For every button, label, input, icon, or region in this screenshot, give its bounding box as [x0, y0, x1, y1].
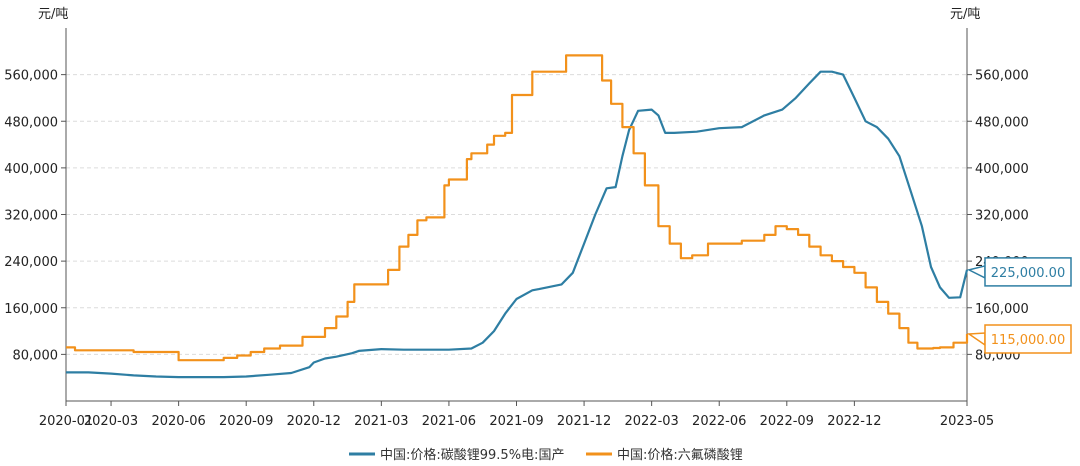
y-tick-label-left: 160,000	[4, 302, 58, 317]
legend-label-2: 中国:价格:六氟磷酸锂	[617, 447, 743, 463]
x-tick-label: 2021-12	[557, 414, 611, 429]
y-axis-left-ticks: 80,000 160,000 240,000 320,000 400,000 480,00…	[4, 69, 66, 363]
y-tick-label-right: 320,000	[975, 209, 1029, 224]
series-lines	[66, 54, 969, 379]
x-tick-label: 2020-12	[287, 414, 341, 429]
callout-value-1: 225,000.00	[991, 266, 1065, 281]
left-axis-unit: 元/吨	[38, 7, 68, 22]
y-tick-label-left: 320,000	[4, 209, 58, 224]
x-tick-label: 2022-12	[827, 414, 881, 429]
x-tick-label: 2021-06	[422, 414, 476, 429]
x-tick-label: 2020-01	[39, 414, 93, 429]
y-axis-right-ticks: 80,000160,000240,000320,000400,000480,00…	[967, 69, 1029, 363]
x-tick-label: 2020-03	[84, 414, 138, 429]
series-line-1	[66, 70, 969, 379]
x-tick-label: 2020-09	[219, 414, 273, 429]
last-value-callouts: 225,000.00 115,000.00	[966, 257, 1072, 354]
x-tick-label: 2022-06	[692, 414, 746, 429]
y-tick-label-left: 560,000	[4, 69, 58, 84]
callout-value-2: 115,000.00	[991, 333, 1065, 348]
x-tick-label: 2020-06	[151, 414, 205, 429]
y-tick-label-right: 160,000	[975, 302, 1029, 317]
callout-box-2	[984, 324, 1072, 354]
x-tick-label: 2021-09	[489, 414, 543, 429]
legend: 中国:价格:碳酸锂99.5%电:国产 中国:价格:六氟磷酸锂	[349, 447, 743, 463]
x-tick-label: 2021-03	[354, 414, 408, 429]
callout-box-1	[984, 257, 1072, 287]
x-tick-label: 2023-05	[940, 414, 994, 429]
x-tick-label: 2022-09	[760, 414, 814, 429]
x-tick-label: 2022-03	[624, 414, 678, 429]
y-tick-label-right: 480,000	[975, 115, 1029, 130]
callout-pointer-2	[966, 332, 986, 347]
legend-label-1: 中国:价格:碳酸锂99.5%电:国产	[380, 447, 564, 463]
y-tick-label-left: 240,000	[4, 255, 58, 270]
y-tick-label-left: 400,000	[4, 162, 58, 177]
y-tick-label-left: 480,000	[4, 115, 58, 130]
y-tick-label-left: 80,000	[13, 348, 59, 363]
gridlines	[66, 74, 967, 355]
y-tick-label-right: 400,000	[975, 162, 1029, 177]
callout-pointer-1	[966, 264, 986, 280]
y-tick-label-right: 560,000	[975, 69, 1029, 84]
right-axis-unit: 元/吨	[950, 7, 980, 22]
series-line-2	[66, 54, 969, 362]
